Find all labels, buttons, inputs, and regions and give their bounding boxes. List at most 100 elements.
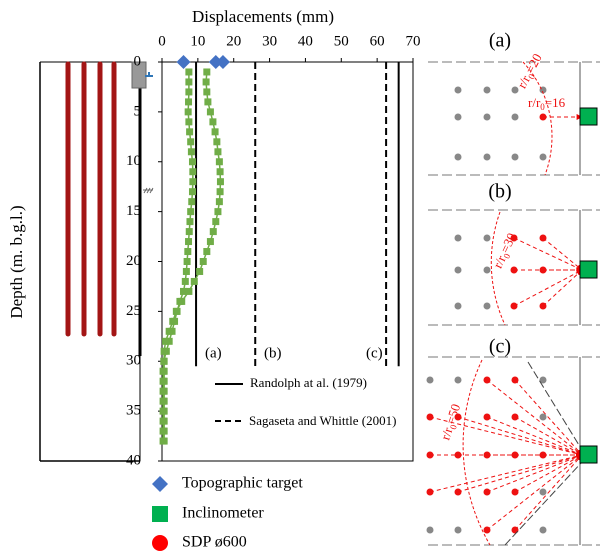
radius-label-part: 0: [448, 423, 459, 431]
influence-bound: [504, 461, 583, 546]
x-tick-label: 30: [262, 33, 277, 49]
topographic-target: [176, 55, 191, 69]
y-tick-label: 5: [134, 103, 142, 119]
inclinometer-point: [196, 267, 204, 275]
inclinometer-point: [206, 108, 214, 116]
legend-square: [152, 506, 168, 522]
radius-label: r/r0=16: [528, 95, 566, 112]
x-tick-label: 50: [334, 33, 349, 49]
radius-label-part: =16: [545, 95, 566, 110]
inclinometer-point: [169, 317, 177, 325]
inclinometer-point: [187, 208, 195, 216]
y-axis-title: Depth (m. b.g.l.): [7, 205, 26, 318]
inclinometer-point: [187, 148, 195, 156]
influence-arrow: [429, 416, 583, 457]
inclinometer-point: [206, 238, 214, 246]
existing-pile: [454, 86, 462, 94]
radius-label-part: 0: [540, 102, 545, 112]
inclinometer-point: [216, 168, 224, 176]
inclinometer-point: [212, 218, 220, 226]
existing-pile: [539, 488, 547, 496]
influence-arrow: [542, 237, 583, 271]
y-tick-label: 40: [126, 452, 141, 468]
radius-label-part: r/r: [437, 425, 455, 442]
influence-arrow: [486, 416, 583, 456]
radius-label-part: =50: [443, 402, 464, 426]
radius-label-part: =30: [497, 231, 519, 256]
inclinometer-point: [172, 307, 180, 315]
inclinometer-point: [185, 88, 193, 96]
inclinometer-point: [181, 277, 189, 285]
inclinometer-point: [202, 78, 210, 86]
inclinometer-point: [160, 397, 168, 405]
inclinometer-point: [160, 407, 168, 415]
inclinometer-point: [203, 88, 211, 96]
existing-pile: [539, 153, 547, 161]
inclinometer-point: [185, 238, 193, 246]
inclinometer-marker: [579, 260, 598, 279]
y-tick-label: 35: [126, 403, 141, 419]
legend-label: Inclinometer: [182, 505, 264, 522]
panel-label: (c): [489, 336, 511, 358]
existing-pile: [511, 153, 519, 161]
existing-pile: [454, 376, 462, 384]
legend-label: Topographic target: [182, 475, 303, 492]
inclinometer-point: [199, 258, 207, 265]
inclinometer-point: [185, 287, 193, 295]
existing-pile: [483, 302, 491, 310]
y-tick-label: 15: [126, 203, 141, 219]
inclinometer-point: [185, 98, 193, 106]
inclinometer-point: [160, 427, 168, 435]
x-tick-label: 0: [158, 33, 166, 49]
inclinometer-point: [185, 78, 193, 86]
inclinometer-point: [160, 417, 168, 425]
radius-label-part: r/r: [528, 95, 541, 110]
inclinometer-point: [188, 198, 196, 206]
inclinometer-point: [160, 367, 168, 375]
inclinometer-point: [160, 347, 168, 355]
inclinometer-point: [215, 158, 223, 166]
radius-label-part: =20: [522, 51, 545, 76]
legend-label: Randolph at al. (1979): [250, 375, 367, 390]
x-tick-label: 60: [370, 33, 385, 49]
legend-diamond: [152, 476, 168, 492]
panel-label: (b): [488, 181, 511, 203]
inclinometer-point: [187, 138, 195, 146]
influence-arrow: [514, 379, 583, 456]
existing-pile: [454, 526, 462, 534]
existing-pile: [539, 376, 547, 384]
influence-arrow: [486, 454, 583, 493]
inclinometer-point: [190, 277, 198, 285]
existing-pile: [426, 526, 434, 534]
inclinometer-line: [162, 71, 222, 442]
radius-label: r/r0=50: [437, 402, 465, 443]
inclinometer-point: [178, 297, 186, 305]
existing-pile: [454, 113, 462, 121]
influence-arrow: [429, 453, 583, 493]
inclinometer-point: [160, 357, 168, 365]
inclinometer-point: [211, 128, 219, 136]
x-tick-label: 40: [298, 33, 313, 49]
inclinometer-point: [216, 188, 224, 196]
influence-arrow: [542, 269, 583, 307]
y-tick-label: 10: [126, 153, 141, 169]
inclinometer-point: [185, 68, 193, 76]
inclinometer-point: [160, 387, 168, 395]
topographic-target: [215, 55, 230, 69]
radius-label: r/r0=30: [490, 231, 521, 272]
existing-pile: [454, 266, 462, 274]
influence-arc: [462, 359, 491, 546]
panel-label: (a): [489, 30, 511, 52]
y-tick-label: 0: [134, 53, 142, 69]
inclinometer-point: [165, 327, 173, 335]
inclinometer-point: [185, 228, 193, 236]
inclinometer-marker: [579, 445, 598, 464]
influence-arc: [522, 61, 553, 176]
inclinometer-point: [214, 208, 222, 216]
inclinometer-point: [183, 258, 191, 265]
existing-pile: [426, 376, 434, 384]
radius-label-part: 0: [526, 72, 537, 81]
existing-pile: [483, 86, 491, 94]
